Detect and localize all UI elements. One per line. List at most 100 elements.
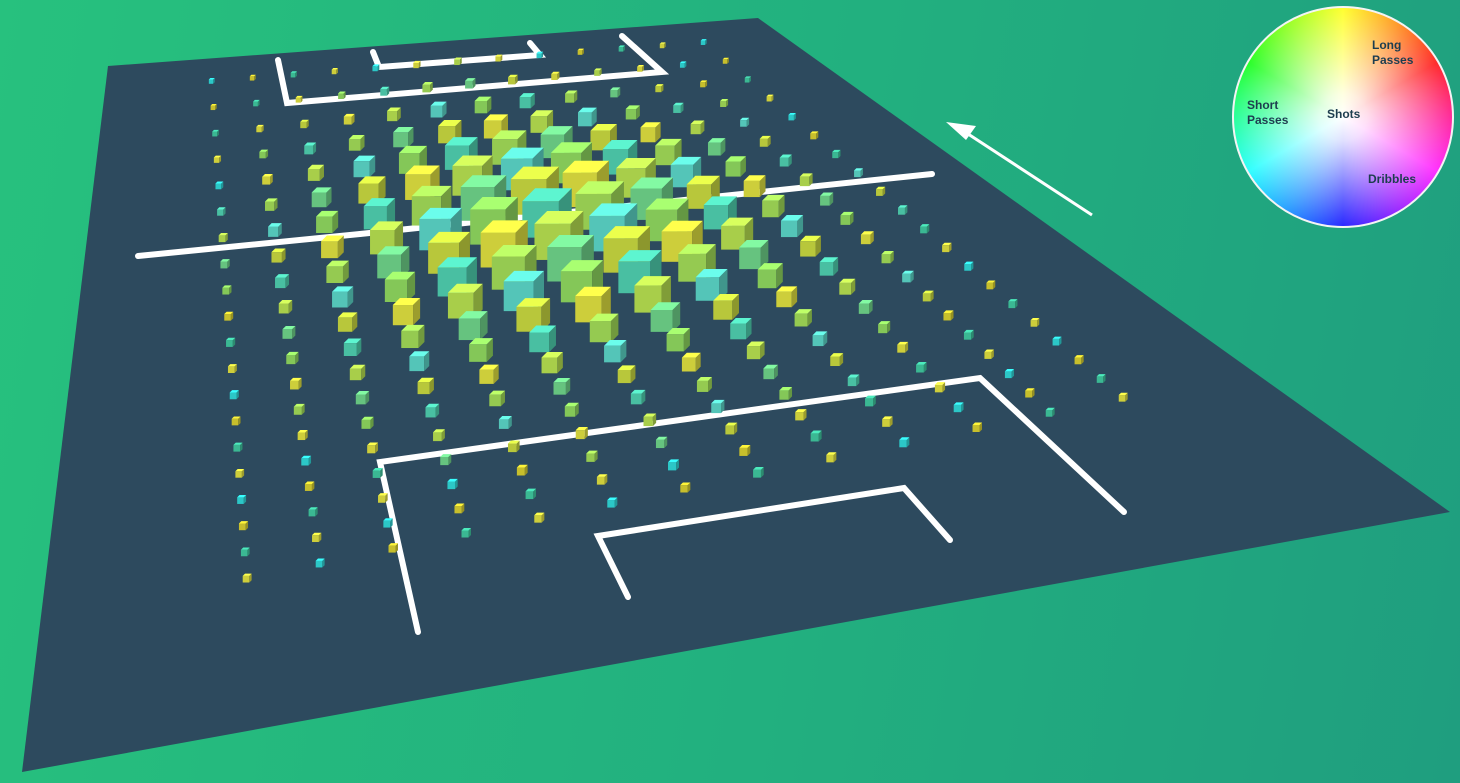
heatmap-cube-r4-c9 (640, 122, 661, 143)
heatmap-cube-r5-c2 (311, 187, 332, 208)
heatmap-cube-r12-c10 (839, 278, 856, 295)
heatmap-cube-r0-c10 (618, 45, 625, 52)
legend-label-dribbles: Dribbles (1368, 172, 1417, 186)
heatmap-cube-r0-c5 (413, 60, 421, 69)
heatmap-cube-r17-c4 (516, 464, 528, 476)
heatmap-cube-r14-c4 (489, 390, 505, 407)
heatmap-cube-r18-c9 (882, 416, 893, 427)
heatmap-cube-r7-c0 (220, 259, 230, 269)
heatmap-cube-r2-c2 (300, 119, 309, 129)
heatmap-cube-r19-c4 (534, 512, 545, 523)
heatmap-cube-r14-c7 (681, 352, 701, 372)
heatmap-cube-r15-c11 (963, 329, 974, 340)
heatmap-cube-r18-c3 (454, 503, 465, 514)
heatmap-cube-r19-c6 (680, 482, 691, 493)
heatmap-cube-r18-c8 (810, 430, 822, 442)
heatmap-cube-r15-c3 (433, 429, 445, 442)
heatmap-cube-r19-c12 (1118, 392, 1128, 402)
heatmap-cube-r8-c0 (222, 285, 232, 295)
heatmap-cube-r14-c11 (943, 310, 954, 321)
heatmap-cube-r19-c2 (388, 543, 398, 553)
heatmap-cube-r19-c10 (972, 422, 983, 432)
heatmap-cube-r6-c11 (779, 154, 792, 167)
heatmap-cube-r2-c3 (343, 113, 355, 125)
heatmap-cube-r19-c7 (753, 467, 764, 478)
halfway-line-left (135, 231, 363, 259)
heatmap-cube-r6-c0 (218, 233, 228, 243)
heatmap-cube-r3-c2 (304, 142, 317, 155)
heatmap-cube-r1-c3 (338, 91, 346, 100)
heatmap-cube-r12-c12 (964, 261, 974, 271)
heatmap-cube-r6-c1 (268, 223, 282, 237)
heatmap-cube-r7-c10 (743, 175, 766, 198)
heatmap-cube-r10-c9 (739, 239, 769, 270)
heatmap-cube-r5-c11 (759, 135, 771, 147)
heatmap-cube-r9-c11 (840, 211, 854, 225)
heatmap-cube-r17-c8 (795, 409, 807, 421)
heatmap-cube-r2-c12 (744, 76, 751, 83)
heatmap-cube-r17-c6 (655, 436, 668, 449)
heatmap-cube-r15-c4 (498, 416, 512, 429)
heatmap-cube-r3-c9 (625, 105, 640, 120)
heatmap-cube-r1-c2 (295, 95, 303, 103)
heatmap-cube-r19-c5 (607, 497, 618, 508)
heatmap-cube-r14-c6 (617, 365, 636, 384)
heatmap-cube-r5-c12 (810, 131, 819, 140)
heatmap-cube-r1-c1 (253, 99, 260, 107)
heatmap-cube-r12-c9 (776, 286, 798, 308)
heatmap-cube-r14-c3 (425, 403, 440, 418)
heatmap-cube-r3-c8 (577, 107, 597, 127)
heatmap-cube-r9-c1 (278, 300, 293, 314)
heatmap-cube-r11-c0 (227, 364, 237, 374)
heatmap-cube-r8-c11 (820, 192, 834, 206)
heatmap-cube-r18-c0 (240, 547, 250, 557)
heatmap-cube-r5-c0 (217, 207, 226, 216)
heatmap-cube-r16-c8 (779, 387, 793, 400)
heatmap-cube-r15-c8 (763, 364, 778, 380)
heatmap-cube-r2-c8 (565, 90, 578, 103)
heatmap-cube-r11-c10 (819, 257, 839, 276)
heatmap-cube-r19-c0 (242, 573, 252, 583)
heatmap-cube-r17-c10 (934, 382, 946, 393)
heatmap-cube-r12-c4 (469, 338, 493, 362)
heatmap-cube-r2-c0 (212, 129, 219, 137)
legend-label-shots: Shots (1327, 107, 1361, 121)
heatmap-cube-r12-c5 (529, 325, 556, 353)
heatmap-cube-r3-c10 (673, 102, 684, 113)
heatmap-cube-r13-c10 (858, 300, 873, 314)
heatmap-cube-r15-c0 (235, 468, 245, 478)
heatmap-cube-r15-c2 (367, 442, 378, 454)
heatmap-cube-r11-c3 (401, 324, 425, 349)
heatmap-cube-r1-c8 (551, 71, 560, 80)
heatmap-cube-r0-c8 (536, 51, 544, 59)
heatmap-cube-r11-c11 (881, 251, 894, 264)
heatmap-cube-r12-c11 (902, 270, 914, 283)
heatmap-cube-r8-c12 (876, 186, 886, 196)
heatmap-cube-r6-c10 (725, 156, 746, 177)
heatmap-cube-r14-c10 (878, 321, 891, 334)
heatmap-cube-r3-c12 (766, 94, 774, 102)
heatmap-cube-r17-c7 (725, 422, 738, 435)
heatmap-cube-r19-c9 (899, 437, 910, 448)
heatmap-cube-r19-c3 (461, 528, 471, 538)
heatmap-cube-r10-c1 (282, 325, 296, 339)
heatmap-cube-r0-c2 (290, 71, 297, 78)
heatmap-cube-r18-c5 (596, 474, 608, 485)
heatmap-cube-r18-c6 (668, 459, 679, 471)
heatmap-cube-r13-c11 (922, 290, 934, 302)
heatmap-cube-r16-c3 (440, 454, 452, 466)
heatmap-cube-r4-c12 (788, 113, 796, 121)
heatmap-cube-r8-c2 (326, 260, 349, 283)
heatmap-cube-r2-c1 (256, 124, 264, 133)
heatmap-cube-r4-c10 (690, 120, 705, 135)
heatmap-cube-r12-c2 (349, 364, 366, 381)
heatmap-cube-r1-c11 (679, 61, 687, 68)
heatmap-cube-r17-c11 (1004, 369, 1015, 379)
heatmap-cube-r19-c11 (1045, 407, 1055, 417)
heatmap-cube-r10-c0 (226, 337, 236, 347)
heatmap-cube-r16-c1 (304, 481, 315, 491)
heatmap-cube-r16-c7 (711, 399, 725, 414)
heatmap-cube-r15-c9 (830, 353, 844, 367)
heatmap-cube-r0-c12 (700, 39, 707, 45)
